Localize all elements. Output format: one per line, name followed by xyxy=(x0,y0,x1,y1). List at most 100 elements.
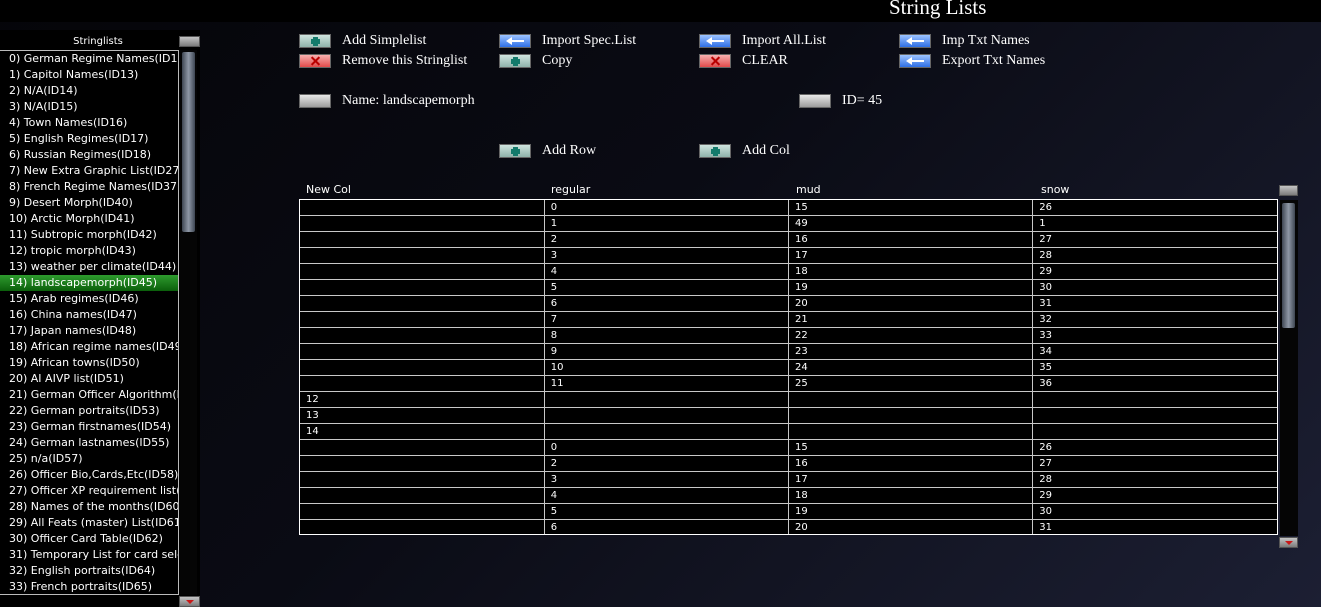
table-cell[interactable]: 22 xyxy=(788,327,1034,344)
table-cell[interactable] xyxy=(1032,391,1277,408)
sidebar-scrollbar-thumb[interactable] xyxy=(182,52,195,232)
table-cell[interactable] xyxy=(300,263,545,280)
table-cell[interactable]: 16 xyxy=(788,455,1034,472)
table-cell[interactable] xyxy=(300,247,545,264)
list-item[interactable]: 1) Capitol Names(ID13) xyxy=(9,68,139,81)
list-item[interactable]: 18) African regime names(ID49) xyxy=(9,340,178,353)
table-cell[interactable] xyxy=(300,439,545,456)
table-cell[interactable]: 31 xyxy=(1032,519,1277,534)
name-field-button[interactable]: Name: landscapemorph xyxy=(299,93,475,109)
list-item[interactable]: 0) German Regime Names(ID1 xyxy=(9,52,178,65)
table-cell[interactable] xyxy=(1032,423,1277,440)
table-cell[interactable]: 16 xyxy=(788,231,1034,248)
table-cell[interactable]: 32 xyxy=(1032,311,1277,328)
add-simplelist-button[interactable]: Add Simplelist xyxy=(299,33,426,49)
table-cell[interactable]: 27 xyxy=(1032,455,1277,472)
list-item[interactable]: 6) Russian Regimes(ID18) xyxy=(9,148,152,161)
table-cell[interactable]: 3 xyxy=(544,471,790,488)
table-cell[interactable]: 5 xyxy=(544,279,790,296)
list-item[interactable]: 33) French portraits(ID65) xyxy=(9,580,153,593)
table-cell[interactable] xyxy=(300,359,545,376)
table-cell[interactable]: 26 xyxy=(1032,439,1277,456)
list-item[interactable]: 9) Desert Morph(ID40) xyxy=(9,196,133,209)
list-item[interactable]: 24) German lastnames(ID55) xyxy=(9,436,170,449)
table-cell[interactable] xyxy=(300,487,545,504)
list-item[interactable]: 26) Officer Bio,Cards,Etc(ID58) xyxy=(9,468,178,481)
table-cell[interactable]: 30 xyxy=(1032,279,1277,296)
table-scrollbar-thumb[interactable] xyxy=(1282,203,1295,328)
list-item[interactable]: 30) Officer Card Table(ID62) xyxy=(9,532,163,545)
clear-button[interactable]: CLEAR xyxy=(699,53,788,69)
table-cell[interactable]: 29 xyxy=(1032,263,1277,280)
table-cell[interactable]: 12 xyxy=(300,391,545,408)
sidebar-scroll-down-button[interactable] xyxy=(179,596,200,607)
list-item[interactable]: 29) All Feats (master) List(ID61) xyxy=(9,516,178,529)
table-cell[interactable]: 49 xyxy=(788,215,1034,232)
table-cell[interactable]: 4 xyxy=(544,263,790,280)
list-item[interactable]: 11) Subtropic morph(ID42) xyxy=(9,228,157,241)
table-cell[interactable] xyxy=(300,503,545,520)
id-field-button[interactable]: ID= 45 xyxy=(799,93,882,109)
table-cell[interactable]: 31 xyxy=(1032,295,1277,312)
table-cell[interactable] xyxy=(300,215,545,232)
list-item[interactable]: 15) Arab regimes(ID46) xyxy=(9,292,139,305)
table-cell[interactable]: 18 xyxy=(788,487,1034,504)
table-cell[interactable]: 20 xyxy=(788,519,1034,534)
list-item[interactable]: 12) tropic morph(ID43) xyxy=(9,244,136,257)
column-header-mud[interactable]: mud xyxy=(796,183,821,196)
table-cell[interactable] xyxy=(544,423,790,440)
table-cell[interactable]: 4 xyxy=(544,487,790,504)
table-cell[interactable]: 26 xyxy=(1032,200,1277,216)
table-cell[interactable]: 33 xyxy=(1032,327,1277,344)
table-cell[interactable] xyxy=(300,375,545,392)
table-cell[interactable]: 36 xyxy=(1032,375,1277,392)
table-cell[interactable]: 30 xyxy=(1032,503,1277,520)
table-cell[interactable]: 28 xyxy=(1032,247,1277,264)
table-cell[interactable] xyxy=(788,407,1034,424)
list-item[interactable]: 13) weather per climate(ID44) xyxy=(9,260,177,273)
list-item[interactable]: 25) n/a(ID57) xyxy=(9,452,83,465)
table-cell[interactable] xyxy=(788,391,1034,408)
list-item[interactable]: 27) Officer XP requirement list(ID59 xyxy=(9,484,178,497)
list-item[interactable]: 5) English Regimes(ID17) xyxy=(9,132,149,145)
table-cell[interactable]: 29 xyxy=(1032,487,1277,504)
table-cell[interactable]: 27 xyxy=(1032,231,1277,248)
stringlist-listbox[interactable]: 0) German Regime Names(ID1 1) Capitol Nam… xyxy=(0,50,179,595)
table-cell[interactable] xyxy=(544,407,790,424)
table-cell[interactable]: 1 xyxy=(544,215,790,232)
table-cell[interactable] xyxy=(300,279,545,296)
list-item[interactable]: 28) Names of the months(ID60) xyxy=(9,500,178,513)
sidebar-scroll-up-button[interactable] xyxy=(179,36,200,47)
table-cell[interactable]: 15 xyxy=(788,200,1034,216)
table-cell[interactable]: 23 xyxy=(788,343,1034,360)
table-cell[interactable]: 5 xyxy=(544,503,790,520)
table-cell[interactable]: 17 xyxy=(788,247,1034,264)
list-item[interactable]: 10) Arctic Morph(ID41) xyxy=(9,212,135,225)
table-cell[interactable] xyxy=(544,391,790,408)
table-cell[interactable] xyxy=(1032,407,1277,424)
table-cell[interactable]: 24 xyxy=(788,359,1034,376)
add-row-button[interactable]: Add Row xyxy=(499,143,596,159)
table-cell[interactable]: 7 xyxy=(544,311,790,328)
imp-txt-names-button[interactable]: Imp Txt Names xyxy=(899,33,1030,49)
table-cell[interactable] xyxy=(300,200,545,216)
list-item[interactable]: 14) landscapemorph(ID45) xyxy=(0,275,178,291)
list-item[interactable]: 8) French Regime Names(ID37 xyxy=(9,180,177,193)
list-item[interactable]: 19) African towns(ID50) xyxy=(9,356,140,369)
table-cell[interactable]: 13 xyxy=(300,407,545,424)
table-cell[interactable]: 34 xyxy=(1032,343,1277,360)
list-item[interactable]: 23) German firstnames(ID54) xyxy=(9,420,172,433)
table-cell[interactable]: 35 xyxy=(1032,359,1277,376)
table-cell[interactable] xyxy=(300,327,545,344)
table-cell[interactable] xyxy=(788,423,1034,440)
list-item[interactable]: 21) German Officer Algorithm(ID52) xyxy=(9,388,178,401)
table-cell[interactable] xyxy=(300,455,545,472)
remove-stringlist-button[interactable]: Remove this Stringlist xyxy=(299,53,467,69)
list-item[interactable]: 3) N/A(ID15) xyxy=(9,100,78,113)
table-cell[interactable]: 18 xyxy=(788,263,1034,280)
table-cell[interactable]: 20 xyxy=(788,295,1034,312)
table-cell[interactable]: 0 xyxy=(544,439,790,456)
table-cell[interactable]: 14 xyxy=(300,423,545,440)
list-item[interactable]: 2) N/A(ID14) xyxy=(9,84,78,97)
table-cell[interactable]: 21 xyxy=(788,311,1034,328)
